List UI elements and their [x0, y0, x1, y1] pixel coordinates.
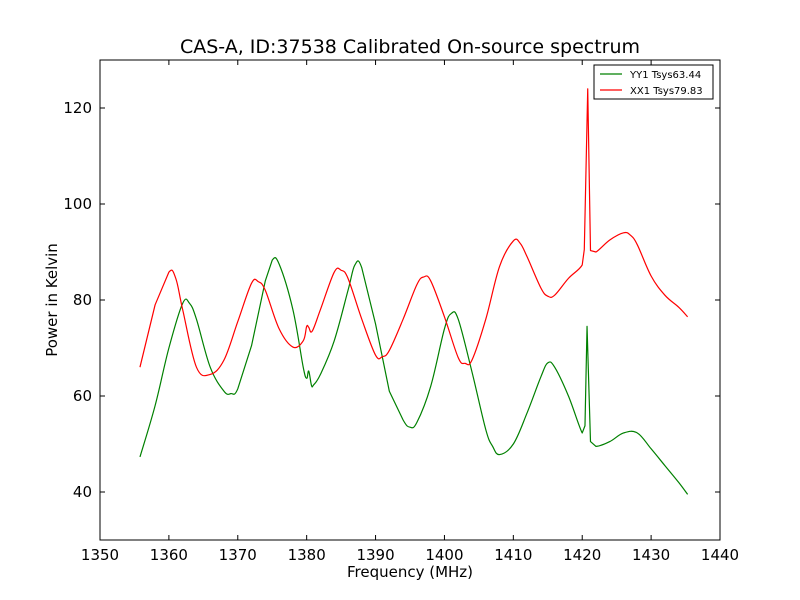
y-tick-label: 80 [73, 291, 92, 309]
x-axis-label: Frequency (MHz) [347, 563, 473, 581]
x-tick-label: 1440 [701, 546, 739, 564]
x-tick-label: 1360 [150, 546, 188, 564]
y-tick-label: 40 [73, 483, 92, 501]
y-tick-label: 100 [63, 195, 92, 213]
y-tick-label: 60 [73, 387, 92, 405]
legend: YY1 Tsys63.44 XX1 Tsys79.83 [593, 64, 714, 100]
chart-title: CAS-A, ID:37538 Calibrated On-source spe… [180, 36, 640, 58]
y-tick-label: 120 [63, 99, 92, 117]
x-tick-label: 1420 [563, 546, 601, 564]
x-tick-label: 1410 [494, 546, 532, 564]
series-line-xx1 [139, 88, 689, 377]
legend-label-yy1: YY1 Tsys63.44 [629, 70, 701, 81]
x-tick-label: 1380 [288, 546, 326, 564]
x-tick-label: 1400 [425, 546, 463, 564]
series-line-yy1 [139, 257, 689, 495]
legend-label-xx1: XX1 Tsys79.83 [630, 86, 703, 97]
y-axis-label: Power in Kelvin [43, 243, 61, 357]
x-tick-label: 1370 [219, 546, 257, 564]
legend-frame [593, 64, 714, 100]
x-tick-label: 1430 [632, 546, 670, 564]
x-tick-label: 1390 [356, 546, 394, 564]
series-layer [139, 88, 689, 495]
x-tick-label: 1350 [81, 546, 119, 564]
tick-layer: 1350 1360 1370 1380 1390 1400 1410 1420 1430 1440… [63, 60, 739, 564]
plot-area: 1350 1360 1370 1380 1390 1400 1410 1420 1430 1440… [63, 59, 739, 564]
